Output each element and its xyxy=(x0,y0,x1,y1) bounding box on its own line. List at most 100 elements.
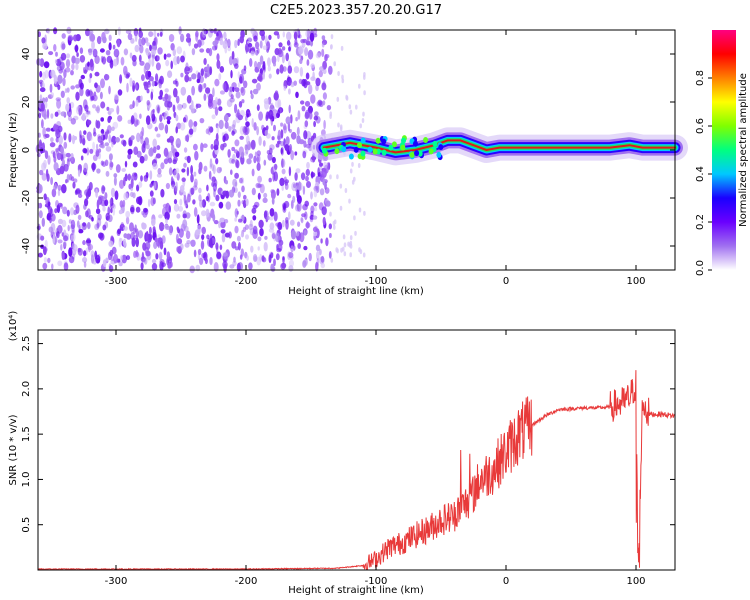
noise-blob xyxy=(182,102,187,109)
noise-blob xyxy=(46,215,51,221)
noise-blob xyxy=(294,172,298,181)
noise-blob xyxy=(42,262,48,270)
noise-blob xyxy=(298,138,302,145)
noise-blob xyxy=(251,118,254,128)
noise-blob xyxy=(231,158,236,164)
noise-blob xyxy=(70,70,74,76)
noise-blob xyxy=(256,126,259,136)
noise-blob xyxy=(205,195,209,202)
noise-blob xyxy=(109,198,113,205)
noise-blob xyxy=(159,240,164,250)
noise-blob xyxy=(145,230,149,241)
noise-blob xyxy=(232,86,235,93)
noise-blob xyxy=(112,58,118,67)
noise-blob xyxy=(290,150,295,161)
noise-blob xyxy=(262,70,265,80)
noise-blob xyxy=(197,83,203,93)
noise-blob xyxy=(64,67,71,73)
noise-blob xyxy=(101,144,105,149)
noise-blob xyxy=(296,126,300,136)
noise-blob xyxy=(189,265,195,274)
noise-blob xyxy=(272,109,279,119)
noise-blob xyxy=(79,82,84,90)
noise-blob xyxy=(180,55,185,63)
noise-blob xyxy=(234,208,239,218)
noise-blob xyxy=(250,27,255,35)
noise-blob xyxy=(110,207,113,214)
noise-blob xyxy=(269,216,274,221)
noise-blob xyxy=(269,147,273,155)
noise-blob xyxy=(218,73,222,81)
noise-blob xyxy=(158,214,163,219)
noise-blob xyxy=(218,106,223,112)
chart-title: C2E5.2023.357.20.20.G17 xyxy=(270,3,442,18)
noise-blob xyxy=(149,44,152,51)
noise-blob xyxy=(132,227,137,234)
noise-blob xyxy=(101,185,106,194)
noise-blob xyxy=(234,139,240,147)
noise-blob xyxy=(170,43,175,51)
noise-blob xyxy=(293,80,298,86)
noise-blob xyxy=(316,250,320,261)
noise-blob xyxy=(82,257,88,263)
noise-blob xyxy=(176,226,180,232)
noise-blob xyxy=(177,205,184,212)
noise-blob xyxy=(239,135,244,140)
noise-blob xyxy=(219,217,225,223)
noise-blob xyxy=(145,250,151,257)
noise-blob xyxy=(264,100,270,110)
noise-blob xyxy=(208,126,214,133)
noise-blob xyxy=(132,161,138,168)
noise-blob xyxy=(60,90,65,99)
noise-blob xyxy=(363,72,366,77)
noise-blob xyxy=(234,39,238,49)
noise-blob xyxy=(102,224,107,231)
noise-blob xyxy=(185,62,189,71)
noise-blob xyxy=(58,135,63,145)
noise-blob xyxy=(167,157,173,164)
colorbar-label: Normalized spectral amplitude xyxy=(738,73,749,227)
noise-blob xyxy=(105,50,111,56)
noise-blob xyxy=(325,200,331,207)
noise-blob xyxy=(60,111,67,117)
noise-blob xyxy=(288,252,294,259)
noise-blob xyxy=(150,196,155,207)
noise-blob xyxy=(185,37,192,43)
noise-blob xyxy=(306,181,311,188)
spectrogram-x-ticks: -300 -200 -100 0 100 xyxy=(105,30,646,287)
noise-blob xyxy=(209,201,216,207)
noise-blob xyxy=(238,218,243,223)
noise-blob xyxy=(313,27,318,35)
signal-trace-band xyxy=(323,139,676,154)
noise-blob xyxy=(284,144,289,152)
noise-blob xyxy=(127,173,131,181)
noise-blob xyxy=(296,201,302,212)
noise-blob xyxy=(151,262,158,271)
noise-blob xyxy=(151,259,157,264)
noise-blob xyxy=(292,195,296,203)
y-tick-label: 40 xyxy=(21,48,32,61)
noise-blob xyxy=(321,42,325,48)
noise-blob xyxy=(114,190,119,200)
noise-blob xyxy=(43,61,50,69)
colorbar: 0.0 0.2 0.4 0.6 0.8 Normalized spectral ampl… xyxy=(695,30,749,276)
noise-blob xyxy=(282,31,285,38)
noise-blob xyxy=(173,199,178,205)
noise-blob xyxy=(67,224,70,232)
noise-blob xyxy=(262,45,268,50)
noise-blob xyxy=(299,232,305,243)
colorbar-tick-label: 0.8 xyxy=(695,70,706,86)
noise-blob xyxy=(57,184,62,191)
noise-blob xyxy=(100,101,106,109)
noise-blob xyxy=(234,63,239,69)
noise-blob xyxy=(158,95,163,100)
noise-blob xyxy=(201,28,207,38)
noise-blob xyxy=(141,143,146,154)
noise-blob xyxy=(62,235,69,242)
noise-blob xyxy=(197,39,202,48)
noise-blob xyxy=(54,111,59,117)
signal-blob xyxy=(409,151,415,158)
noise-blob xyxy=(321,35,326,41)
noise-blob xyxy=(152,40,156,46)
noise-blob xyxy=(345,94,348,100)
